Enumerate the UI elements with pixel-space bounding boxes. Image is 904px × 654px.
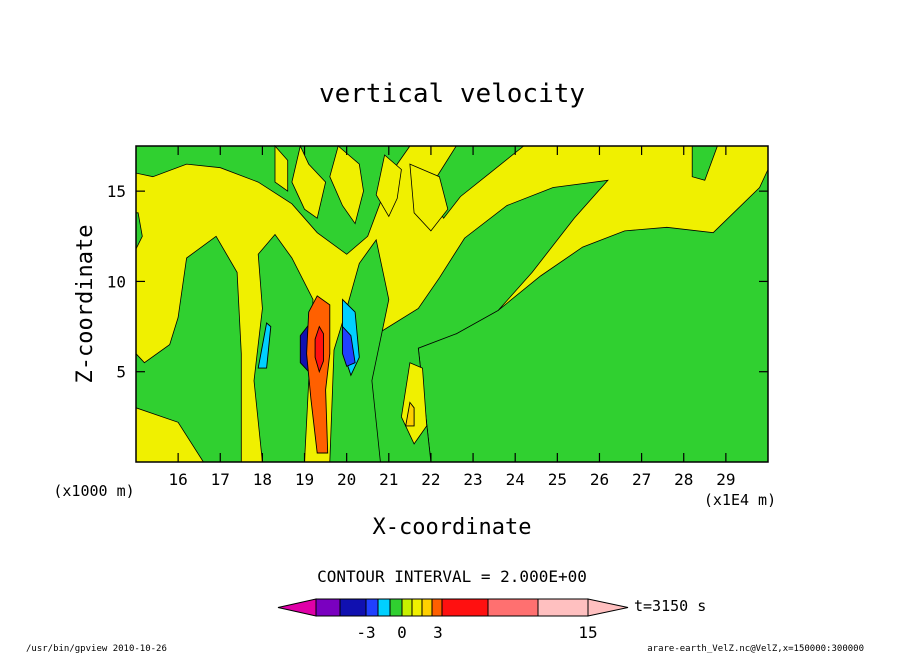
colorbar-box xyxy=(441,598,489,617)
footer-left: /usr/bin/gpview 2010-10-26 xyxy=(26,644,167,654)
x-tick-label: 16 xyxy=(169,470,188,489)
x-tick-label: 28 xyxy=(674,470,693,489)
colorbar-box xyxy=(431,598,443,617)
y-tick-label: 15 xyxy=(107,182,126,201)
x-tick-label: 23 xyxy=(463,470,482,489)
colorbar-box xyxy=(537,598,589,617)
yellow-streak-3 xyxy=(409,163,449,232)
green-region-col-20 xyxy=(329,238,390,463)
colorbar-box xyxy=(401,598,413,617)
colorbar-box xyxy=(377,598,391,617)
colorbar-tick-label: 15 xyxy=(578,623,597,642)
x-tick-label: 21 xyxy=(379,470,398,489)
colorbar-box xyxy=(487,598,539,617)
yellow-streak-2 xyxy=(375,154,402,218)
yellow-streak-0 xyxy=(291,144,327,219)
y-unit-label: (x1000 m) xyxy=(53,482,134,500)
x-tick-label: 26 xyxy=(590,470,609,489)
contour-interval-text: CONTOUR INTERVAL = 2.000E+00 xyxy=(317,567,587,586)
red-core xyxy=(314,325,324,374)
colorbar-tick-label: 3 xyxy=(433,623,443,642)
small-orange-cell xyxy=(405,401,415,427)
colorbar-box xyxy=(315,598,341,617)
x-tick-label: 20 xyxy=(337,470,356,489)
yellow-streak-5 xyxy=(274,144,289,192)
colorbar-tick-label: 0 xyxy=(397,623,407,642)
colorbar-tick-label: -3 xyxy=(356,623,375,642)
x-unit-label: (x1E4 m) xyxy=(704,491,776,509)
x-tick-label: 25 xyxy=(548,470,567,489)
x-tick-label: 18 xyxy=(253,470,272,489)
colorbar-box xyxy=(365,598,379,617)
y-axis-ticks: 5 10 15 xyxy=(107,182,768,382)
x-axis-ticks: 16 17 18 19 20 21 22 23 24 25 26 27 28 29 xyxy=(169,146,735,489)
contour-fields xyxy=(135,144,769,463)
plot-frame xyxy=(135,145,769,463)
x-tick-label: 19 xyxy=(295,470,314,489)
green-region-center xyxy=(363,179,609,463)
x-tick-label: 17 xyxy=(211,470,230,489)
x-tick-label: 22 xyxy=(421,470,440,489)
colorbar-min-arrow xyxy=(277,598,317,617)
y-tick-label: 5 xyxy=(116,363,126,382)
x-tick-label: 27 xyxy=(632,470,651,489)
y-axis-label: Z-coordinate xyxy=(73,225,98,384)
colorbar-box xyxy=(339,598,367,617)
plot-area: 16 17 18 19 20 21 22 23 24 25 26 27 28 29 5 10 15 xyxy=(107,144,769,489)
x-axis-label: X-coordinate xyxy=(373,515,532,540)
green-region-col-18 xyxy=(253,233,314,463)
colorbar-max-arrow xyxy=(587,598,629,617)
footer-right: arare-earth_VelZ.nc@VelZ,x=150000:300000 xyxy=(647,644,864,654)
colorbar: -3 0 3 15 xyxy=(277,598,629,642)
colorbar-annotation: t=3150 s xyxy=(634,597,706,615)
colorbar-box xyxy=(421,598,433,617)
x-tick-label: 29 xyxy=(716,470,735,489)
colorbar-box xyxy=(389,598,403,617)
light-blue-cell-left xyxy=(257,322,272,369)
chart-title: vertical velocity xyxy=(319,79,585,109)
y-tick-label: 10 xyxy=(107,272,126,291)
yellow-streak-1 xyxy=(329,145,364,225)
orange-core xyxy=(306,295,331,454)
blue-cell-right xyxy=(342,325,356,367)
x-tick-label: 24 xyxy=(506,470,525,489)
colorbar-box xyxy=(411,598,423,617)
